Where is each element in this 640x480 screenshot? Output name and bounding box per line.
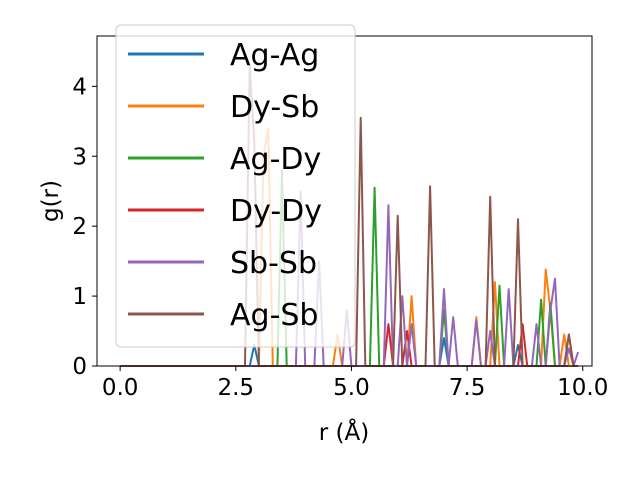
x-tick-label: 5.0 xyxy=(333,375,370,401)
legend-label-ag-ag: Ag-Ag xyxy=(230,38,319,73)
legend-label-ag-sb: Ag-Sb xyxy=(230,298,318,333)
x-tick-label: 2.5 xyxy=(217,375,254,401)
legend-label-ag-dy: Ag-Dy xyxy=(230,142,321,177)
x-tick-label: 0.0 xyxy=(102,375,139,401)
legend-label-dy-sb: Dy-Sb xyxy=(230,90,319,125)
y-tick-label: 3 xyxy=(72,144,87,170)
x-tick-label: 10.0 xyxy=(557,375,608,401)
x-axis-label: r (Å) xyxy=(319,418,369,446)
x-ticks: 0.0 2.5 5.0 7.5 10.0 xyxy=(102,366,608,401)
y-tick-label: 0 xyxy=(72,354,87,380)
legend-label-dy-dy: Dy-Dy xyxy=(230,194,322,229)
x-tick-label: 7.5 xyxy=(449,375,486,401)
legend-label-sb-sb: Sb-Sb xyxy=(230,246,317,281)
y-ticks: 0 1 2 3 4 xyxy=(72,74,97,380)
y-tick-label: 1 xyxy=(72,284,87,310)
y-axis-label: g(r) xyxy=(38,180,64,222)
legend: Ag-Ag Dy-Sb Ag-Dy Dy-Dy Sb-Sb Ag-Sb xyxy=(115,24,356,348)
y-tick-label: 2 xyxy=(72,214,87,240)
y-tick-label: 4 xyxy=(72,74,87,100)
